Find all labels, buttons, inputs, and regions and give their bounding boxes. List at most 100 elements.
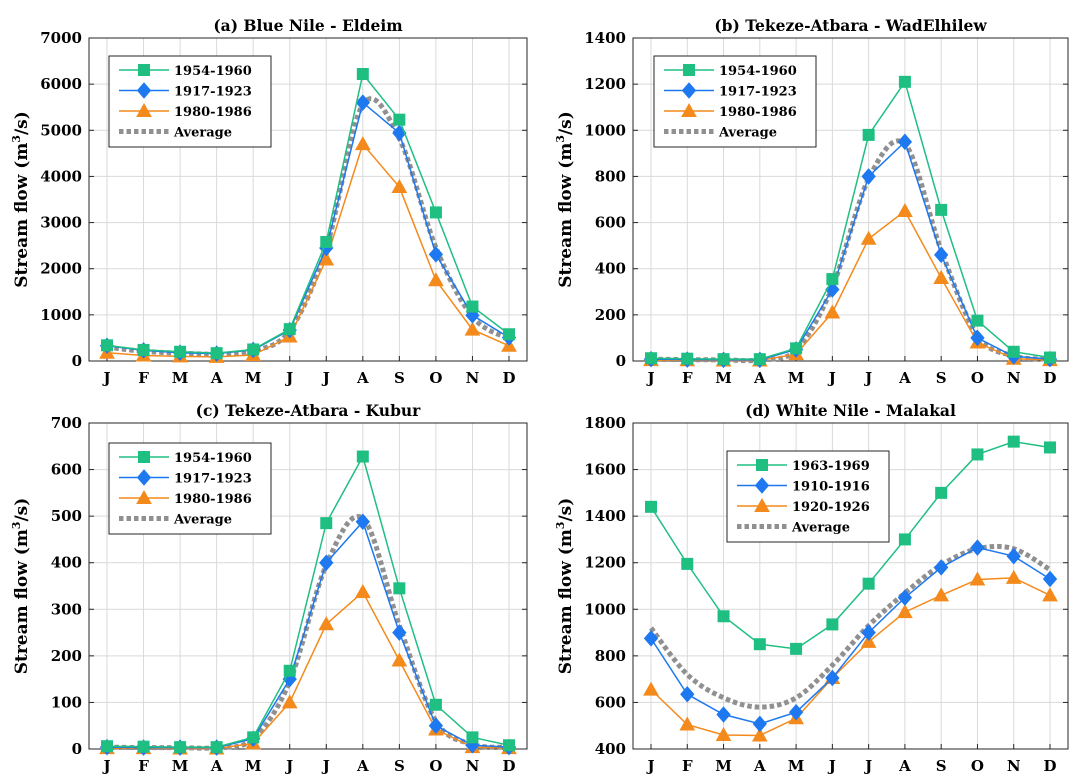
data-point [428, 272, 444, 287]
y-tick-label: 1400 [584, 29, 626, 47]
y-axis-label: Stream flow (m3/s) [10, 111, 32, 288]
x-tick-label: A [356, 369, 369, 387]
data-point [790, 642, 803, 655]
data-point [860, 230, 877, 245]
series-line [106, 454, 510, 748]
data-point [970, 539, 985, 556]
data-point [391, 179, 408, 194]
data-point [101, 740, 113, 753]
chart-panel: 0 1000 2000 3000 4000 5000 6000 7000 J F M A M J J A S O N… [10, 16, 528, 387]
legend-marker [136, 489, 152, 504]
series-line-average [650, 138, 1051, 364]
x-tick-label: D [1043, 757, 1056, 775]
data-point [860, 633, 877, 648]
legend-marker [138, 64, 150, 76]
x-tick-label: F [682, 757, 693, 775]
x-tick-label: J [284, 757, 293, 775]
data-point [393, 113, 406, 126]
data-point [210, 347, 223, 360]
y-tick-label: 1200 [584, 75, 626, 93]
series-line [650, 140, 1051, 361]
data-point [897, 589, 913, 606]
x-tick-label: F [682, 369, 693, 387]
y-tick-label: 0 [616, 352, 626, 370]
data-point [862, 128, 875, 141]
data-point [935, 203, 948, 216]
x-tick-label: J [863, 369, 872, 387]
data-point [861, 168, 876, 185]
data-point [933, 587, 950, 602]
legend-label: 1980-1986 [174, 105, 252, 120]
data-point [174, 345, 187, 358]
y-tick-label: 800 [595, 647, 626, 665]
y-tick-label: 400 [595, 740, 626, 758]
data-point [1044, 441, 1056, 454]
data-point [898, 75, 911, 88]
data-point [503, 739, 515, 752]
data-point [466, 731, 479, 744]
legend-marker [138, 451, 150, 463]
data-point [751, 727, 768, 742]
y-tick-label: 200 [595, 306, 626, 324]
x-tick-label: J [863, 757, 872, 775]
data-point [790, 342, 803, 355]
y-tick-label: 3000 [40, 214, 82, 232]
y-tick-label: 7000 [40, 29, 82, 47]
data-point [429, 698, 442, 711]
legend-marker [754, 497, 770, 512]
data-point [281, 694, 298, 709]
y-tick-label: 700 [51, 414, 82, 432]
x-tick-label: S [936, 369, 947, 387]
x-tick-label: J [101, 757, 110, 775]
legend-label: Average [173, 513, 232, 528]
x-tick-label: J [645, 757, 654, 775]
legend-label: 1917-1923 [174, 472, 252, 487]
data-point [319, 554, 334, 571]
data-point [429, 206, 442, 219]
data-point [247, 731, 260, 744]
x-tick-label: J [101, 369, 110, 387]
x-tick-label: A [898, 757, 911, 775]
data-point [320, 517, 333, 530]
data-point [753, 353, 766, 366]
x-tick-label: J [321, 757, 330, 775]
data-point [897, 604, 913, 619]
data-point [861, 624, 876, 641]
series-line [650, 546, 1051, 725]
panel-title: (a) Blue Nile - Eldeim [213, 16, 403, 35]
data-point [1042, 570, 1058, 588]
y-tick-label: 0 [72, 740, 82, 758]
x-tick-label: A [356, 757, 369, 775]
data-point [897, 133, 913, 151]
data-point [174, 741, 187, 754]
legend-label: 1954-1960 [719, 64, 797, 79]
data-point [355, 513, 370, 530]
x-tick-label: A [898, 369, 911, 387]
data-point [753, 638, 766, 651]
y-tick-label: 1800 [584, 414, 626, 432]
legend-marker [754, 477, 770, 494]
series-line [650, 80, 1051, 360]
panel-title: (b) Tekeze-Atbara - WadElhilew [714, 16, 987, 35]
legend-marker [681, 102, 697, 117]
panel-title: (d) White Nile - Malakal [745, 401, 956, 420]
legend-marker [756, 459, 768, 471]
data-point [933, 269, 950, 284]
x-tick-label: M [172, 369, 189, 387]
series-line-average [649, 543, 1052, 710]
x-tick-label: F [138, 757, 149, 775]
data-point [681, 352, 694, 365]
y-tick-label: 4000 [40, 167, 82, 185]
data-point [391, 652, 408, 667]
data-point [318, 251, 335, 266]
y-tick-label: 5000 [40, 121, 82, 139]
panel-title: (c) Tekeze-Atbara - Kubur [196, 401, 422, 420]
chart-panel: 0 100 200 300 400 500 600 700 J F M A M J J A S O N D (c) Te… [10, 401, 528, 775]
data-point [1005, 569, 1022, 584]
data-point [210, 741, 223, 754]
x-tick-label: S [394, 369, 405, 387]
data-point [318, 616, 335, 631]
y-tick-label: 600 [595, 693, 626, 711]
x-tick-label: M [245, 757, 262, 775]
y-tick-label: 300 [51, 600, 82, 618]
